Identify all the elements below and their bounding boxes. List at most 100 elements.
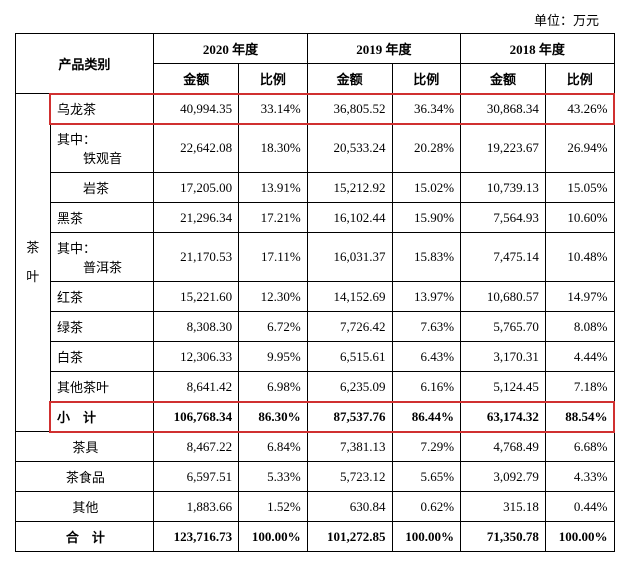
cell-amount: 106,768.34 — [154, 402, 239, 432]
cell-ratio: 15.05% — [545, 173, 614, 203]
financial-table: 产品类别 2020 年度 2019 年度 2018 年度 金额 比例 金额 比例… — [15, 33, 615, 552]
table-row: 茶具8,467.226.84%7,381.137.29%4,768.496.68… — [15, 432, 614, 462]
cell-amount: 12,306.33 — [154, 342, 239, 372]
cell-amount: 315.18 — [461, 492, 546, 522]
cell-ratio: 14.97% — [545, 282, 614, 312]
cell-amount: 17,205.00 — [154, 173, 239, 203]
cell-amount: 7,381.13 — [307, 432, 392, 462]
cell-ratio: 17.11% — [239, 233, 308, 282]
cell-ratio: 8.08% — [545, 312, 614, 342]
cell-amount: 1,883.66 — [154, 492, 239, 522]
table-row: 岩茶17,205.0013.91%15,212.9215.02%10,739.1… — [15, 173, 614, 203]
table-row: 其他1,883.661.52%630.840.62%315.180.44% — [15, 492, 614, 522]
cell-ratio: 17.21% — [239, 203, 308, 233]
cell-amount: 21,170.53 — [154, 233, 239, 282]
cell-amount: 14,152.69 — [307, 282, 392, 312]
cell-amount: 8,641.42 — [154, 372, 239, 402]
cell-ratio: 6.68% — [545, 432, 614, 462]
row-label: 其他 — [15, 492, 154, 522]
cell-amount: 71,350.78 — [461, 522, 546, 552]
table-row: 其他茶叶8,641.426.98%6,235.096.16%5,124.457.… — [15, 372, 614, 402]
cell-amount: 19,223.67 — [461, 124, 546, 173]
table-container: 产品类别 2020 年度 2019 年度 2018 年度 金额 比例 金额 比例… — [15, 33, 615, 552]
header-amount: 金额 — [461, 64, 546, 94]
table-row: 小 计106,768.3486.30%87,537.7686.44%63,174… — [15, 402, 614, 432]
unit-label: 单位：万元 — [10, 10, 619, 29]
cell-ratio: 100.00% — [545, 522, 614, 552]
cell-amount: 101,272.85 — [307, 522, 392, 552]
table-row: 合 计123,716.73100.00%101,272.85100.00%71,… — [15, 522, 614, 552]
cell-amount: 10,680.57 — [461, 282, 546, 312]
header-row-1: 产品类别 2020 年度 2019 年度 2018 年度 — [15, 34, 614, 64]
table-row: 其中： 普洱茶21,170.5317.11%16,031.3715.83%7,4… — [15, 233, 614, 282]
cell-ratio: 7.18% — [545, 372, 614, 402]
cell-amount: 7,475.14 — [461, 233, 546, 282]
table-row: 其中： 铁观音22,642.0818.30%20,533.2420.28%19,… — [15, 124, 614, 173]
cell-ratio: 15.83% — [392, 233, 461, 282]
cell-ratio: 15.90% — [392, 203, 461, 233]
cell-ratio: 26.94% — [545, 124, 614, 173]
cell-amount: 20,533.24 — [307, 124, 392, 173]
cell-ratio: 100.00% — [239, 522, 308, 552]
cell-ratio: 86.44% — [392, 402, 461, 432]
header-category: 产品类别 — [15, 34, 154, 94]
cell-ratio: 13.91% — [239, 173, 308, 203]
cell-ratio: 100.00% — [392, 522, 461, 552]
cell-amount: 30,868.34 — [461, 94, 546, 124]
row-label: 黑茶 — [51, 203, 154, 233]
cell-ratio: 6.43% — [392, 342, 461, 372]
cell-ratio: 15.02% — [392, 173, 461, 203]
cell-ratio: 0.62% — [392, 492, 461, 522]
cell-ratio: 10.48% — [545, 233, 614, 282]
cell-ratio: 20.28% — [392, 124, 461, 173]
cell-ratio: 6.72% — [239, 312, 308, 342]
row-label: 其他茶叶 — [51, 372, 154, 402]
cell-ratio: 4.44% — [545, 342, 614, 372]
row-label: 白茶 — [51, 342, 154, 372]
header-amount: 金额 — [307, 64, 392, 94]
cell-amount: 123,716.73 — [154, 522, 239, 552]
cell-amount: 3,170.31 — [461, 342, 546, 372]
cell-ratio: 18.30% — [239, 124, 308, 173]
row-label: 绿茶 — [51, 312, 154, 342]
cell-ratio: 88.54% — [545, 402, 614, 432]
cell-amount: 87,537.76 — [307, 402, 392, 432]
table-row: 红茶15,221.6012.30%14,152.6913.97%10,680.5… — [15, 282, 614, 312]
cell-ratio: 7.29% — [392, 432, 461, 462]
header-2019: 2019 年度 — [307, 34, 460, 64]
header-2020: 2020 年度 — [154, 34, 307, 64]
cell-amount: 16,102.44 — [307, 203, 392, 233]
cell-ratio: 6.98% — [239, 372, 308, 402]
cell-ratio: 12.30% — [239, 282, 308, 312]
cell-ratio: 6.84% — [239, 432, 308, 462]
cell-amount: 3,092.79 — [461, 462, 546, 492]
table-row: 茶叶乌龙茶40,994.3533.14%36,805.5236.34%30,86… — [15, 94, 614, 124]
cell-ratio: 33.14% — [239, 94, 308, 124]
cell-ratio: 36.34% — [392, 94, 461, 124]
cell-amount: 36,805.52 — [307, 94, 392, 124]
cell-amount: 6,515.61 — [307, 342, 392, 372]
cell-ratio: 13.97% — [392, 282, 461, 312]
row-label: 其中： 铁观音 — [51, 124, 154, 173]
header-amount: 金额 — [154, 64, 239, 94]
row-label: 茶食品 — [15, 462, 154, 492]
row-label: 小 计 — [51, 402, 154, 432]
cell-amount: 6,597.51 — [154, 462, 239, 492]
cell-amount: 16,031.37 — [307, 233, 392, 282]
cell-amount: 8,467.22 — [154, 432, 239, 462]
row-label: 红茶 — [51, 282, 154, 312]
cell-ratio: 5.33% — [239, 462, 308, 492]
row-label: 岩茶 — [51, 173, 154, 203]
cell-amount: 7,564.93 — [461, 203, 546, 233]
cell-ratio: 43.26% — [545, 94, 614, 124]
row-label: 其中： 普洱茶 — [51, 233, 154, 282]
cell-amount: 63,174.32 — [461, 402, 546, 432]
cell-amount: 4,768.49 — [461, 432, 546, 462]
vertical-category: 茶叶 — [15, 94, 51, 432]
header-2018: 2018 年度 — [461, 34, 614, 64]
table-row: 绿茶8,308.306.72%7,726.427.63%5,765.708.08… — [15, 312, 614, 342]
header-ratio: 比例 — [392, 64, 461, 94]
row-label: 乌龙茶 — [51, 94, 154, 124]
cell-amount: 5,124.45 — [461, 372, 546, 402]
cell-amount: 6,235.09 — [307, 372, 392, 402]
